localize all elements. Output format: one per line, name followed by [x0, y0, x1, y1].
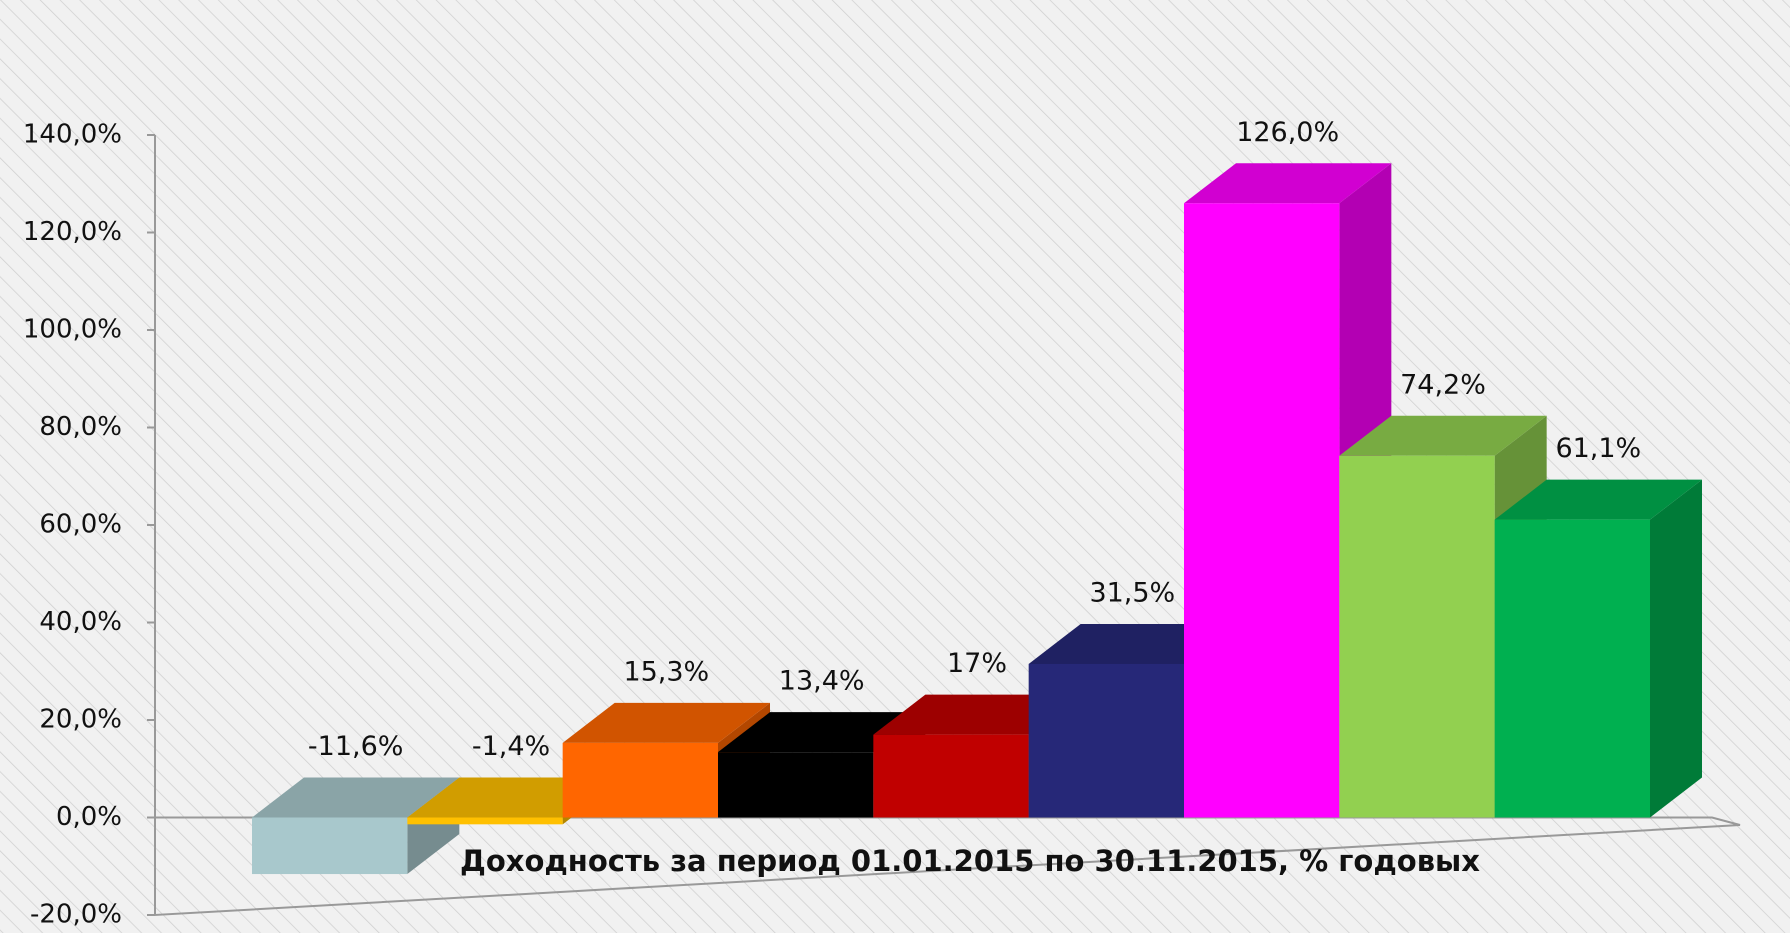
bar: [562, 742, 718, 818]
bar-top: [1339, 415, 1547, 456]
bar: [718, 752, 874, 818]
y-tick-label: 100,0%: [23, 315, 122, 345]
data-label: 74,2%: [1400, 369, 1486, 400]
y-tick-label: 140,0%: [23, 120, 122, 150]
x-axis-label: Доходность за период 01.01.2015 по 30.11…: [460, 844, 1480, 878]
bar-top: [1184, 163, 1392, 204]
bar: [1494, 519, 1650, 818]
bar: [1339, 455, 1495, 818]
data-label: -1,4%: [472, 731, 550, 762]
y-tick-label: 0,0%: [56, 802, 122, 832]
y-tick-label: 80,0%: [39, 412, 122, 442]
bar: [873, 734, 1029, 818]
data-label: -11,6%: [308, 731, 404, 762]
y-tick-label: 40,0%: [39, 607, 122, 637]
data-label: 13,4%: [779, 666, 865, 697]
bar: [1028, 663, 1184, 818]
bar: [252, 817, 408, 875]
data-label: 126,0%: [1236, 117, 1339, 148]
y-tick-label: -20,0%: [30, 900, 122, 930]
bar: [1184, 203, 1340, 818]
bar-top: [562, 702, 770, 743]
y-tick-label: 60,0%: [39, 510, 122, 540]
data-label: 17%: [947, 648, 1007, 679]
data-label: 61,1%: [1555, 433, 1641, 464]
data-label: 31,5%: [1089, 577, 1175, 608]
bar: [407, 817, 563, 825]
bar-top: [1494, 479, 1702, 520]
data-label: 15,3%: [623, 656, 709, 687]
bar-side: [1650, 479, 1702, 818]
bar-top: [252, 777, 460, 818]
y-tick-label: 120,0%: [23, 217, 122, 247]
y-tick-label: 20,0%: [39, 705, 122, 735]
